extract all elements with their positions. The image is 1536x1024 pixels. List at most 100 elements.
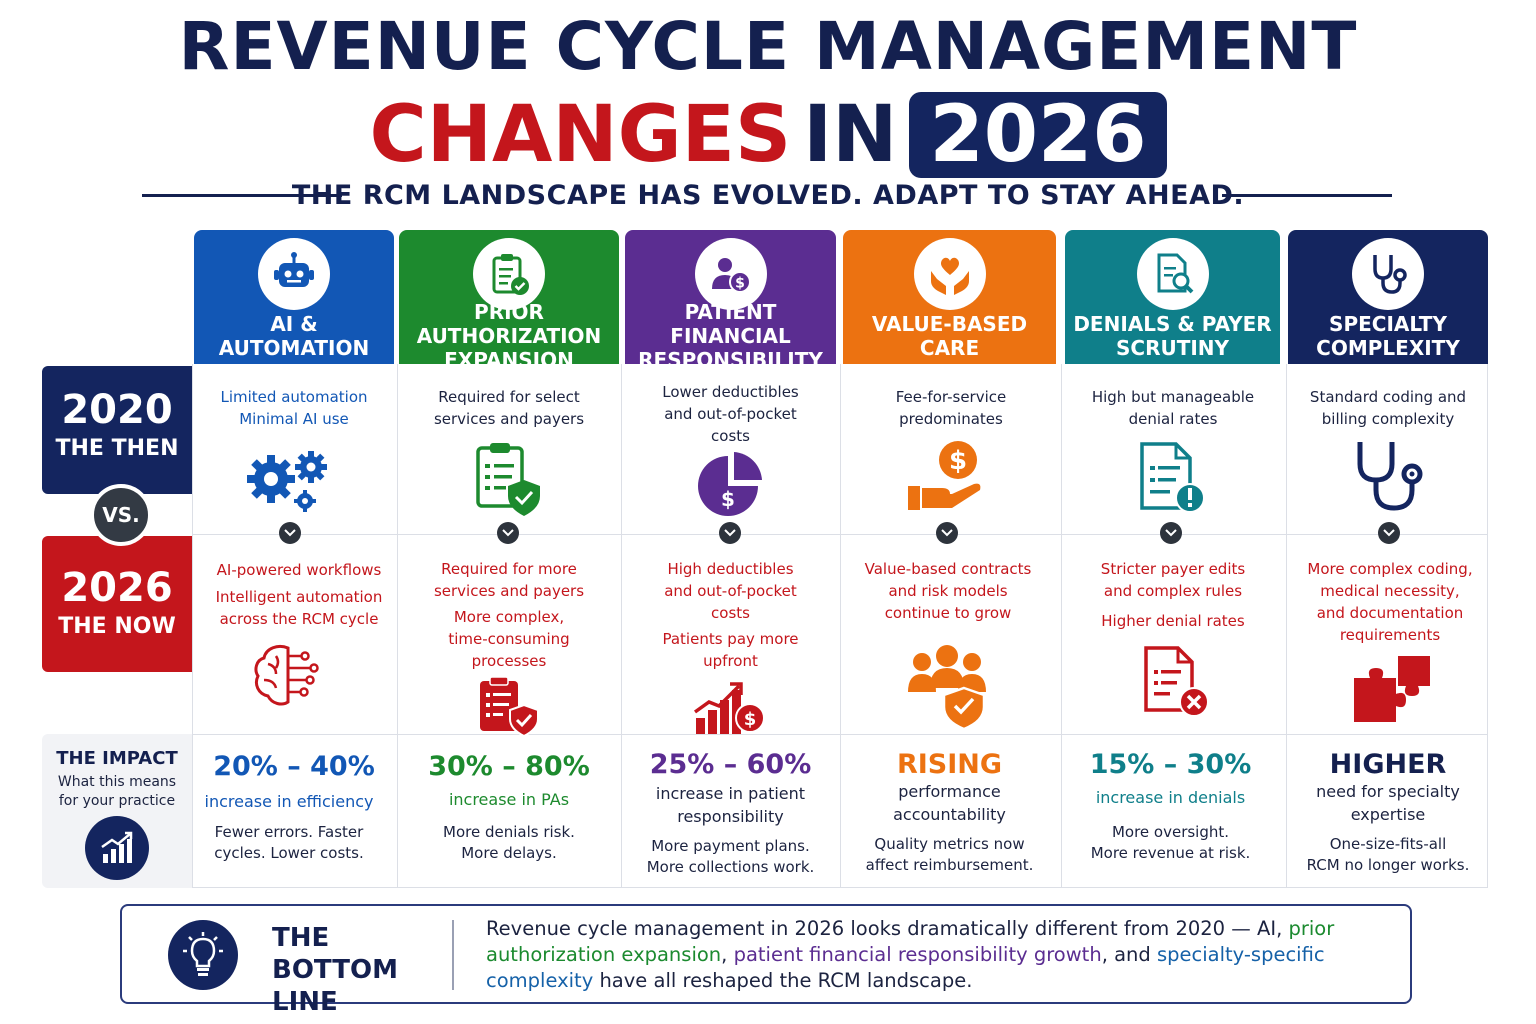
text-line: and complex rules xyxy=(1103,582,1243,600)
then-description: High but manageable denial rates xyxy=(1063,386,1283,430)
text-line: One-size-fits-all xyxy=(1329,835,1447,853)
impact-stat-desc: increase in efficiency xyxy=(194,790,384,813)
text-line: Standard coding and xyxy=(1309,388,1467,406)
clipboard-check-icon xyxy=(473,238,545,310)
bottom-line-title: THE BOTTOM LINE xyxy=(272,922,442,1018)
pie-dollar-icon: $ xyxy=(694,450,766,518)
text-line: Patients pay more xyxy=(662,630,799,648)
subtitle-rule-right xyxy=(1222,194,1392,197)
column-header-patient-financial: $ PATIENT FINANCIAL RESPONSIBILITY xyxy=(625,230,836,372)
text-line: AI-powered workflows xyxy=(216,561,382,579)
chevron-down-icon xyxy=(279,522,301,544)
text-line: Limited automation xyxy=(220,388,368,406)
then-description: Limited automation Minimal AI use xyxy=(194,386,394,430)
now-description: Stricter payer edits and complex rules H… xyxy=(1063,558,1283,632)
rising-bars-dollar-icon: $ xyxy=(692,676,766,736)
text-line: increase in PAs xyxy=(448,790,570,809)
highlight-prior-auth: prior authorization expansion xyxy=(486,917,1335,966)
stethoscope-icon xyxy=(1352,238,1424,310)
impact-stat-desc: increase in patient responsibility xyxy=(623,782,838,828)
subtitle-rule-left xyxy=(142,194,342,197)
row-year: 2020 xyxy=(61,387,173,433)
text-line: accountability xyxy=(893,805,1006,824)
row-subtitle: THE NOW xyxy=(58,614,176,639)
column-header-denials: DENIALS & PAYER SCRUTINY xyxy=(1065,230,1280,364)
text-line: LINE xyxy=(272,987,338,1017)
svg-text:$: $ xyxy=(735,276,745,292)
now-description: AI-powered workflows Intelligent automat… xyxy=(194,558,404,630)
now-description: High deductibles and out-of-pocket costs… xyxy=(623,558,838,672)
text-line: THE BOTTOM xyxy=(272,923,398,985)
text-line: High deductibles xyxy=(667,560,794,578)
grid-divider xyxy=(1061,364,1062,888)
text-line: Fee-for-service xyxy=(895,388,1007,406)
text-segment: , xyxy=(721,943,734,966)
grid-row-divider xyxy=(192,534,1488,535)
chevron-down-icon xyxy=(1378,522,1400,544)
column-header-prior-auth: PRIOR AUTHORIZATION EXPANSION xyxy=(399,230,619,372)
grid-divider xyxy=(621,364,622,888)
text-line: across the RCM cycle xyxy=(219,610,379,628)
impact-stat: 30% – 80% xyxy=(428,751,590,782)
text-line: Fewer errors. Faster xyxy=(214,823,364,841)
impact-subtitle-line1: What this means xyxy=(57,774,177,790)
impact-detail: More denials risk. More delays. xyxy=(399,822,619,864)
subtitle: THE RCM LANDSCAPE HAS EVOLVED. ADAPT TO … xyxy=(291,180,1245,211)
text-line: increase in efficiency xyxy=(204,792,374,811)
text-line: More revenue at risk. xyxy=(1090,844,1251,862)
lightbulb-icon xyxy=(168,920,238,990)
text-line: and out-of-pocket xyxy=(664,405,797,423)
text-line: time-consuming xyxy=(448,630,570,648)
main-title-line2: CHANGES IN 2026 xyxy=(0,90,1536,180)
text-line: More payment plans. xyxy=(651,837,810,855)
robot-icon xyxy=(258,238,330,310)
text-line: and out-of-pocket xyxy=(664,582,797,600)
text-line: denial rates xyxy=(1128,410,1218,428)
puzzle-icon xyxy=(1348,652,1438,724)
row-label-impact: THE IMPACT What this means for your prac… xyxy=(42,734,192,888)
bottom-line-text: Revenue cycle management in 2026 looks d… xyxy=(486,916,1396,994)
then-description: Standard coding and billing complexity xyxy=(1288,386,1488,430)
column-label: SPECIALTY COMPLEXITY xyxy=(1316,312,1460,360)
text-line: More complex, xyxy=(453,608,565,626)
now-description: Required for more services and payers Mo… xyxy=(399,558,619,672)
impact-subtitle-line2: for your practice xyxy=(58,793,176,809)
text-line: costs xyxy=(711,604,750,622)
bottom-line-panel: THE BOTTOM LINE Revenue cycle management… xyxy=(120,904,1412,1017)
chevron-down-icon xyxy=(1160,522,1182,544)
text-line: High but manageable xyxy=(1091,388,1255,406)
text-line: processes xyxy=(471,652,547,670)
brain-circuit-icon xyxy=(248,640,328,712)
text-line: Value-based contracts xyxy=(864,560,1032,578)
text-line: and risk models xyxy=(888,582,1008,600)
text-line: expertise xyxy=(1350,805,1426,824)
text-line: services and payers xyxy=(433,582,585,600)
clipboard-shield-icon xyxy=(474,674,544,738)
now-description: More complex coding, medical necessity, … xyxy=(1288,558,1492,646)
text-line: requirements xyxy=(1339,626,1441,644)
highlight-specialty: specialty-specific complexity xyxy=(486,943,1325,992)
people-shield-icon xyxy=(904,640,990,728)
text-line: Required for more xyxy=(441,560,577,578)
text-line: More delays. xyxy=(461,844,557,862)
text-line: Lower deductibles xyxy=(662,383,799,401)
text-line: performance xyxy=(898,782,1001,801)
row-label-now: 2026 THE NOW xyxy=(42,536,192,672)
grid-divider xyxy=(397,364,398,888)
text-line: need for specialty xyxy=(1316,782,1460,801)
impact-stat: RISING xyxy=(896,749,1003,780)
text-line: costs xyxy=(711,427,750,445)
text-line: Higher denial rates xyxy=(1101,612,1245,630)
main-title: REVENUE CYCLE MANAGEMENT xyxy=(178,8,1358,85)
text-line: More complex coding, xyxy=(1307,560,1473,578)
impact-detail: Fewer errors. Faster cycles. Lower costs… xyxy=(194,822,384,864)
text-line: More denials risk. xyxy=(443,823,575,841)
text-line: services and payers xyxy=(433,410,585,428)
text-line: Stricter payer edits xyxy=(1100,560,1246,578)
chevron-down-icon xyxy=(719,522,741,544)
heart-hands-icon xyxy=(913,238,986,310)
grid-divider xyxy=(840,364,841,888)
grid-divider xyxy=(1286,364,1287,888)
impact-detail: Quality metrics now affect reimbursement… xyxy=(842,834,1057,876)
highlight-patient-financial: patient financial responsibility growth xyxy=(733,943,1102,966)
